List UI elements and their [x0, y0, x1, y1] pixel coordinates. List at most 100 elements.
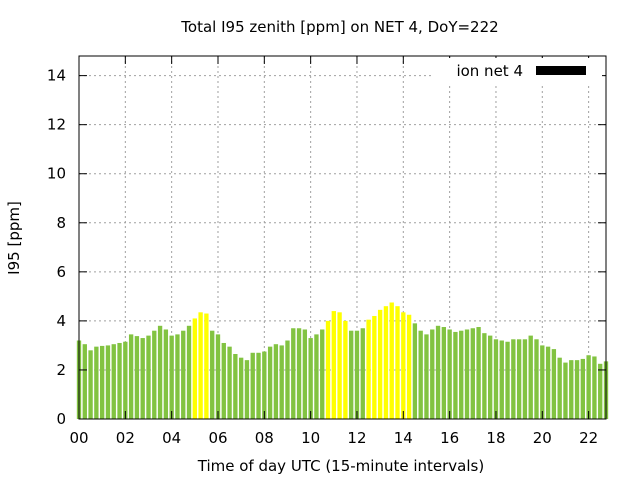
bar: [134, 336, 140, 419]
x-tick-label: 02: [116, 429, 135, 447]
bar: [88, 350, 93, 419]
y-tick-label: 0: [56, 410, 66, 428]
bar: [545, 346, 551, 419]
bar: [522, 339, 528, 419]
x-tick-label: 00: [69, 429, 88, 447]
x-tick-label: 18: [486, 429, 505, 447]
bar: [569, 360, 574, 419]
x-tick-label: 04: [162, 429, 181, 447]
bar: [94, 346, 99, 419]
bar: [540, 345, 545, 419]
bar: [534, 339, 539, 419]
bar: [128, 334, 134, 419]
bar: [580, 358, 585, 419]
bar: [146, 335, 151, 419]
bar: [482, 333, 487, 419]
bar: [598, 363, 603, 419]
bar: [418, 330, 423, 419]
x-tick-label: 08: [255, 429, 274, 447]
bar: [349, 330, 354, 419]
bar: [169, 335, 174, 419]
bar: [557, 357, 562, 419]
bar: [152, 330, 157, 419]
bar: [221, 342, 226, 419]
bar: [441, 327, 447, 419]
bar: [238, 357, 244, 419]
y-axis-label: I95 [ppm]: [5, 201, 23, 275]
bar: [493, 339, 499, 419]
bar: [476, 327, 481, 419]
bar: [592, 356, 597, 419]
bar: [123, 341, 128, 419]
bar: [117, 342, 122, 419]
bar: [360, 328, 365, 419]
bar: [331, 311, 336, 419]
bar: [204, 313, 209, 419]
bar: [227, 346, 232, 419]
bar: [279, 345, 284, 419]
bar: [285, 340, 290, 419]
y-tick-label: 4: [56, 312, 66, 330]
bar: [551, 349, 557, 419]
bar: [233, 354, 238, 419]
x-tick-label: 10: [301, 429, 320, 447]
x-axis-ticks: 00 02 04 06 08 10 12 14 16 18 20 22: [69, 56, 598, 447]
bar: [505, 341, 510, 419]
legend: ion net 4: [432, 58, 602, 84]
chart-title: Total I95 zenith [ppm] on NET 4, DoY=222: [180, 18, 498, 36]
bar: [250, 352, 255, 419]
bar: [447, 329, 452, 419]
x-tick-label: 12: [347, 429, 366, 447]
x-axis-label: Time of day UTC (15-minute intervals): [197, 457, 484, 475]
bar: [488, 335, 493, 419]
bar: [563, 362, 568, 419]
grid-lines: [79, 56, 606, 419]
bar: [192, 318, 197, 419]
bar: [354, 330, 360, 419]
y-tick-label: 10: [47, 165, 66, 183]
y-tick-label: 8: [56, 214, 66, 232]
x-tick-label: 16: [440, 429, 459, 447]
bar: [412, 323, 418, 419]
bar: [528, 335, 533, 419]
bar: [296, 328, 302, 419]
bar: [383, 306, 389, 419]
bar: [215, 334, 221, 419]
bar: [372, 315, 377, 419]
bar: [256, 352, 261, 419]
bar: [395, 306, 400, 419]
bar: [459, 330, 464, 419]
y-tick-label: 2: [56, 361, 66, 379]
bar: [262, 351, 267, 419]
bar: [401, 312, 406, 419]
bar: [186, 325, 192, 419]
bar: [574, 360, 580, 419]
bar: [198, 312, 203, 419]
bar: [99, 345, 105, 419]
bar: [111, 344, 116, 419]
bar: [210, 330, 215, 419]
bar: [464, 329, 470, 419]
bar: [320, 329, 325, 419]
bar: [435, 325, 441, 419]
bar: [267, 346, 273, 419]
x-tick-label: 22: [579, 429, 598, 447]
y-tick-label: 14: [47, 67, 66, 85]
y-tick-label: 6: [56, 263, 66, 281]
bar: [343, 320, 348, 419]
y-tick-label: 12: [47, 116, 66, 134]
bar: [586, 355, 591, 419]
x-tick-label: 14: [394, 429, 413, 447]
bar: [430, 329, 435, 419]
x-tick-label: 06: [208, 429, 227, 447]
bar: [389, 302, 394, 419]
bar: [470, 328, 475, 419]
bar: [325, 320, 331, 419]
legend-label: ion net 4: [456, 62, 523, 80]
bar: [308, 338, 313, 419]
y-axis-ticks: 0 2 4 6 8 10 12 14: [47, 67, 606, 428]
bar: [366, 319, 371, 419]
bar: [82, 344, 87, 419]
bar: [291, 328, 296, 419]
